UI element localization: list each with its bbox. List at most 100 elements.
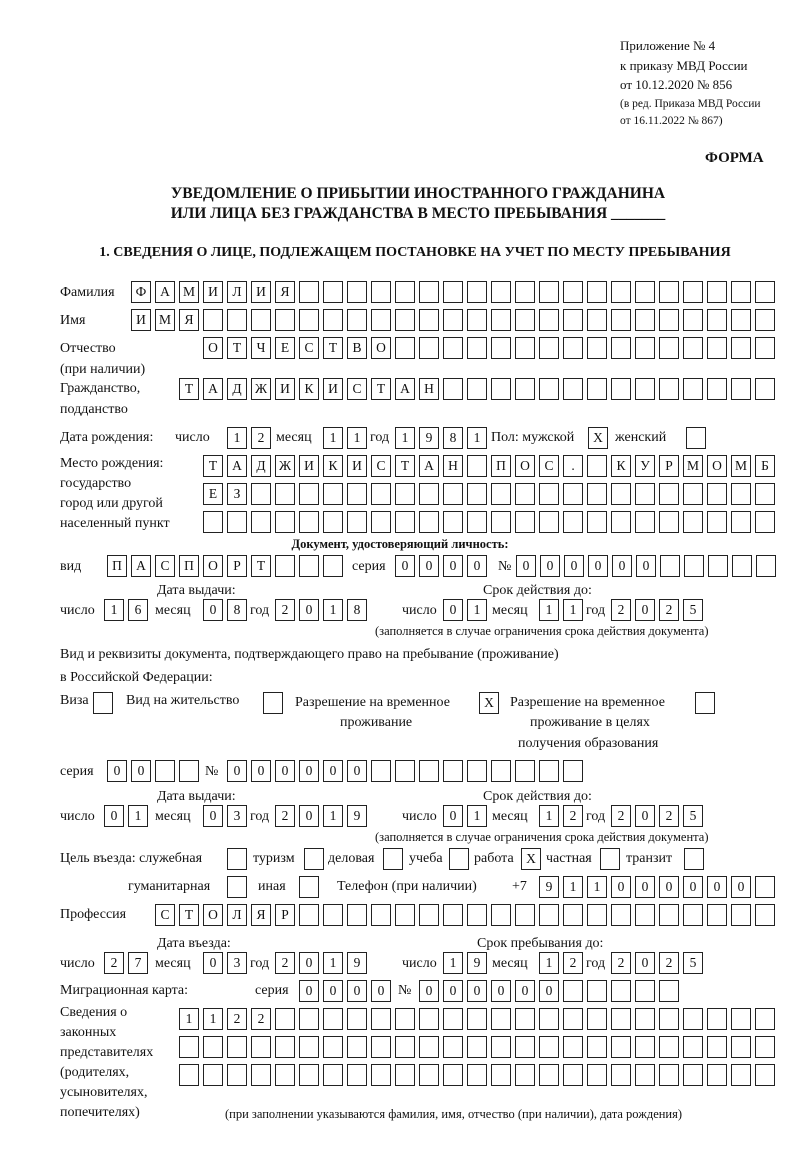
char-box[interactable]	[707, 483, 727, 505]
char-box[interactable]	[539, 281, 559, 303]
char-box[interactable]	[659, 904, 679, 926]
char-box[interactable]: А	[155, 281, 175, 303]
char-box[interactable]	[611, 1064, 631, 1086]
char-box[interactable]	[443, 1008, 463, 1030]
char-box[interactable]	[323, 309, 343, 331]
char-box[interactable]	[515, 281, 535, 303]
char-box[interactable]	[395, 1064, 415, 1086]
char-box[interactable]	[443, 378, 463, 400]
char-box[interactable]: С	[155, 904, 175, 926]
char-box[interactable]	[323, 1036, 343, 1058]
char-box[interactable]: Т	[227, 337, 247, 359]
char-box[interactable]	[467, 1008, 487, 1030]
char-box[interactable]	[227, 876, 247, 898]
char-box[interactable]	[275, 1008, 295, 1030]
char-box[interactable]	[731, 1008, 751, 1030]
char-box[interactable]	[467, 483, 487, 505]
char-box[interactable]: 1	[323, 805, 343, 827]
char-box[interactable]	[659, 980, 679, 1002]
char-box[interactable]: И	[131, 309, 151, 331]
char-box[interactable]	[515, 1036, 535, 1058]
char-box[interactable]	[299, 876, 319, 898]
char-box[interactable]	[491, 1036, 511, 1058]
char-box[interactable]: 0	[516, 555, 536, 577]
char-box[interactable]	[299, 309, 319, 331]
char-box[interactable]	[731, 483, 751, 505]
char-box[interactable]: Е	[203, 483, 223, 505]
char-box[interactable]: 9	[539, 876, 559, 898]
char-box[interactable]: 0	[564, 555, 584, 577]
char-box[interactable]: 1	[467, 427, 487, 449]
char-box[interactable]	[395, 760, 415, 782]
char-box[interactable]: 8	[443, 427, 463, 449]
char-box[interactable]	[659, 483, 679, 505]
char-box[interactable]	[395, 281, 415, 303]
char-box[interactable]: 0	[588, 555, 608, 577]
char-box[interactable]	[491, 904, 511, 926]
char-box[interactable]: 0	[131, 760, 151, 782]
char-box[interactable]	[563, 309, 583, 331]
char-box[interactable]	[683, 1064, 703, 1086]
char-box[interactable]	[251, 1064, 271, 1086]
char-box[interactable]	[443, 1036, 463, 1058]
char-box[interactable]: 0	[611, 876, 631, 898]
char-box[interactable]	[635, 309, 655, 331]
char-box[interactable]	[251, 511, 271, 533]
char-box[interactable]	[299, 483, 319, 505]
char-box[interactable]	[563, 1008, 583, 1030]
char-box[interactable]: Ч	[251, 337, 271, 359]
char-box[interactable]	[491, 1008, 511, 1030]
char-box[interactable]: К	[323, 455, 343, 477]
char-box[interactable]	[467, 337, 487, 359]
char-box[interactable]: Ф	[131, 281, 151, 303]
char-box[interactable]	[491, 378, 511, 400]
char-box[interactable]	[179, 760, 199, 782]
char-box[interactable]: 1	[128, 805, 148, 827]
char-box[interactable]: Л	[227, 281, 247, 303]
char-box[interactable]	[347, 1036, 367, 1058]
char-box[interactable]	[467, 378, 487, 400]
char-box[interactable]	[756, 555, 776, 577]
char-box[interactable]	[707, 511, 727, 533]
char-box[interactable]	[563, 980, 583, 1002]
char-box[interactable]: 0	[731, 876, 751, 898]
char-box[interactable]	[587, 980, 607, 1002]
char-box[interactable]	[731, 1064, 751, 1086]
char-box[interactable]: С	[539, 455, 559, 477]
char-box[interactable]: 9	[419, 427, 439, 449]
char-box[interactable]: 1	[104, 599, 124, 621]
char-box[interactable]: П	[491, 455, 511, 477]
char-box[interactable]: Е	[275, 337, 295, 359]
char-box[interactable]	[299, 555, 319, 577]
char-box[interactable]	[371, 281, 391, 303]
char-box[interactable]	[563, 483, 583, 505]
char-box[interactable]	[755, 1064, 775, 1086]
char-box[interactable]	[179, 1036, 199, 1058]
char-box[interactable]	[731, 281, 751, 303]
char-box[interactable]	[467, 309, 487, 331]
char-box[interactable]: 3	[227, 952, 247, 974]
char-box[interactable]: 1	[563, 876, 583, 898]
char-box[interactable]: 0	[635, 952, 655, 974]
char-box[interactable]: 1	[443, 952, 463, 974]
char-box[interactable]	[611, 511, 631, 533]
char-box[interactable]	[275, 511, 295, 533]
char-box[interactable]: 0	[707, 876, 727, 898]
char-box[interactable]	[304, 848, 324, 870]
char-box[interactable]	[467, 281, 487, 303]
char-box[interactable]	[419, 1036, 439, 1058]
char-box[interactable]: О	[203, 337, 223, 359]
char-box[interactable]: В	[347, 337, 367, 359]
char-box[interactable]	[491, 760, 511, 782]
char-box[interactable]: П	[107, 555, 127, 577]
char-box[interactable]: 0	[251, 760, 271, 782]
char-box[interactable]	[587, 904, 607, 926]
char-box[interactable]	[731, 1036, 751, 1058]
char-box[interactable]	[635, 281, 655, 303]
char-box[interactable]	[93, 692, 113, 714]
char-box[interactable]: 0	[107, 760, 127, 782]
char-box[interactable]	[443, 337, 463, 359]
char-box[interactable]	[395, 511, 415, 533]
char-box[interactable]	[659, 1036, 679, 1058]
char-box[interactable]: 1	[323, 952, 343, 974]
